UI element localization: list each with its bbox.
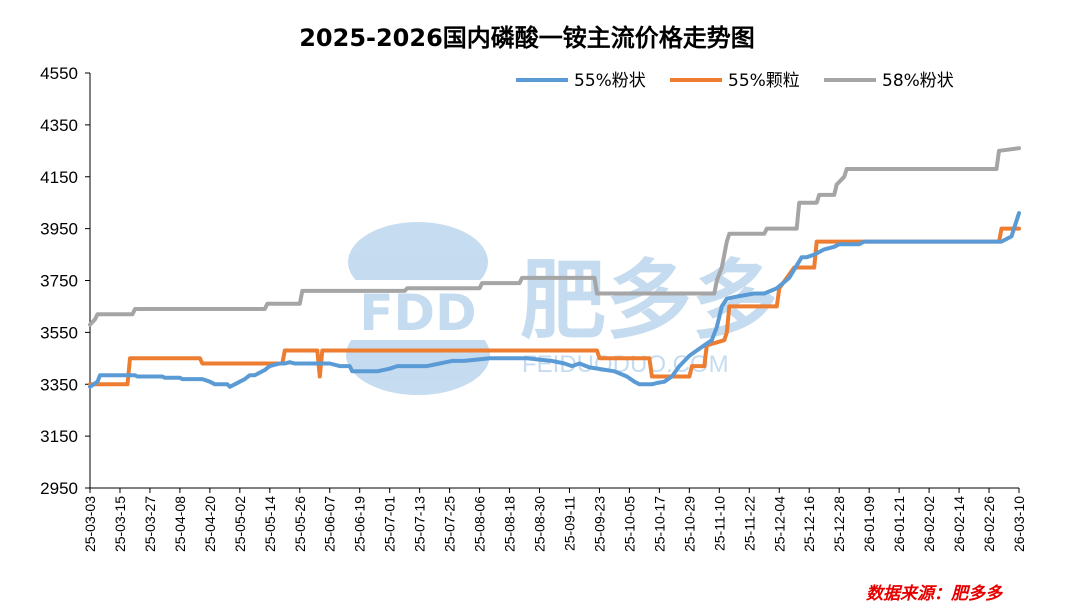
x-tick-label: 26-01-09 [861, 496, 877, 552]
x-axis-ticks: 25-03-03 25-03-15 25-03-27 25-04-08 25-04-20… [82, 488, 1027, 552]
x-tick-label: 25-12-28 [831, 496, 847, 552]
y-tick-label: 4550 [40, 64, 78, 83]
watermark-brand-text: 肥多多 [520, 251, 778, 351]
series-line-3 [88, 146, 1021, 327]
legend-label-1: 55%粉状 [574, 71, 646, 91]
x-tick-label: 26-02-26 [981, 496, 997, 552]
x-tick-label: 25-09-23 [591, 496, 607, 552]
legend-label-2: 55%颗粒 [728, 71, 800, 91]
x-tick-label: 25-10-29 [681, 496, 697, 552]
x-tick-label: 25-04-08 [172, 496, 188, 552]
y-tick-label: 3350 [40, 375, 78, 394]
source-note: 数据来源：肥多多 [866, 584, 1004, 604]
x-tick-label: 25-03-27 [142, 496, 158, 552]
x-tick-label: 25-08-18 [502, 496, 518, 552]
x-tick-label: 25-09-11 [561, 496, 577, 551]
x-tick-label: 25-03-03 [82, 496, 98, 552]
x-tick-label: 25-08-30 [532, 496, 548, 552]
legend-label-3: 58%粉状 [882, 71, 954, 91]
y-tick-label: 2950 [40, 479, 78, 498]
x-tick-label: 25-11-22 [741, 496, 757, 551]
series-lines [88, 146, 1021, 389]
watermark-logo-top-icon [348, 222, 488, 302]
x-tick-label: 25-12-04 [771, 496, 787, 552]
x-tick-label: 26-02-02 [921, 496, 937, 552]
x-tick-label: 25-10-17 [651, 496, 667, 552]
y-tick-label: 3750 [40, 272, 78, 291]
x-tick-label: 26-02-14 [951, 496, 967, 552]
x-tick-label: 25-11-10 [711, 496, 727, 551]
x-tick-label: 25-12-16 [801, 496, 817, 552]
x-tick-label: 25-06-19 [352, 496, 368, 552]
x-tick-label: 25-05-14 [262, 496, 278, 552]
x-tick-label: 26-03-10 [1011, 496, 1027, 552]
x-tick-label: 25-08-06 [472, 496, 488, 552]
x-tick-label: 25-03-15 [112, 496, 128, 552]
x-tick-label: 25-05-26 [292, 496, 308, 552]
y-axis-ticks: 2950 3150 3350 3550 3750 3950 4150 4350 4550 [40, 64, 90, 498]
watermark-logo-bottom-icon [346, 315, 490, 395]
y-tick-label: 3950 [40, 220, 78, 239]
x-tick-label: 25-10-05 [621, 496, 637, 552]
y-tick-label: 3550 [40, 323, 78, 342]
y-tick-label: 4150 [40, 168, 78, 187]
chart-title: 2025-2026国内磷酸一铵主流价格走势图 [299, 24, 755, 52]
legend: 55%粉状 55%颗粒 58%粉状 [516, 71, 954, 91]
x-tick-label: 25-07-01 [382, 496, 398, 552]
watermark-logo-text: FDD [359, 284, 476, 342]
watermark: FDD 肥多多 FEIDUODUO.COM [340, 222, 778, 395]
x-tick-label: 25-04-20 [202, 496, 218, 552]
x-tick-label: 25-06-07 [322, 496, 338, 552]
series-line-1 [88, 211, 1021, 389]
y-tick-label: 4350 [40, 116, 78, 135]
x-tick-label: 26-01-21 [891, 496, 907, 552]
x-tick-label: 25-07-13 [412, 496, 428, 552]
x-tick-label: 25-05-02 [232, 496, 248, 552]
y-tick-label: 3150 [40, 427, 78, 446]
x-tick-label: 25-07-25 [442, 496, 458, 552]
